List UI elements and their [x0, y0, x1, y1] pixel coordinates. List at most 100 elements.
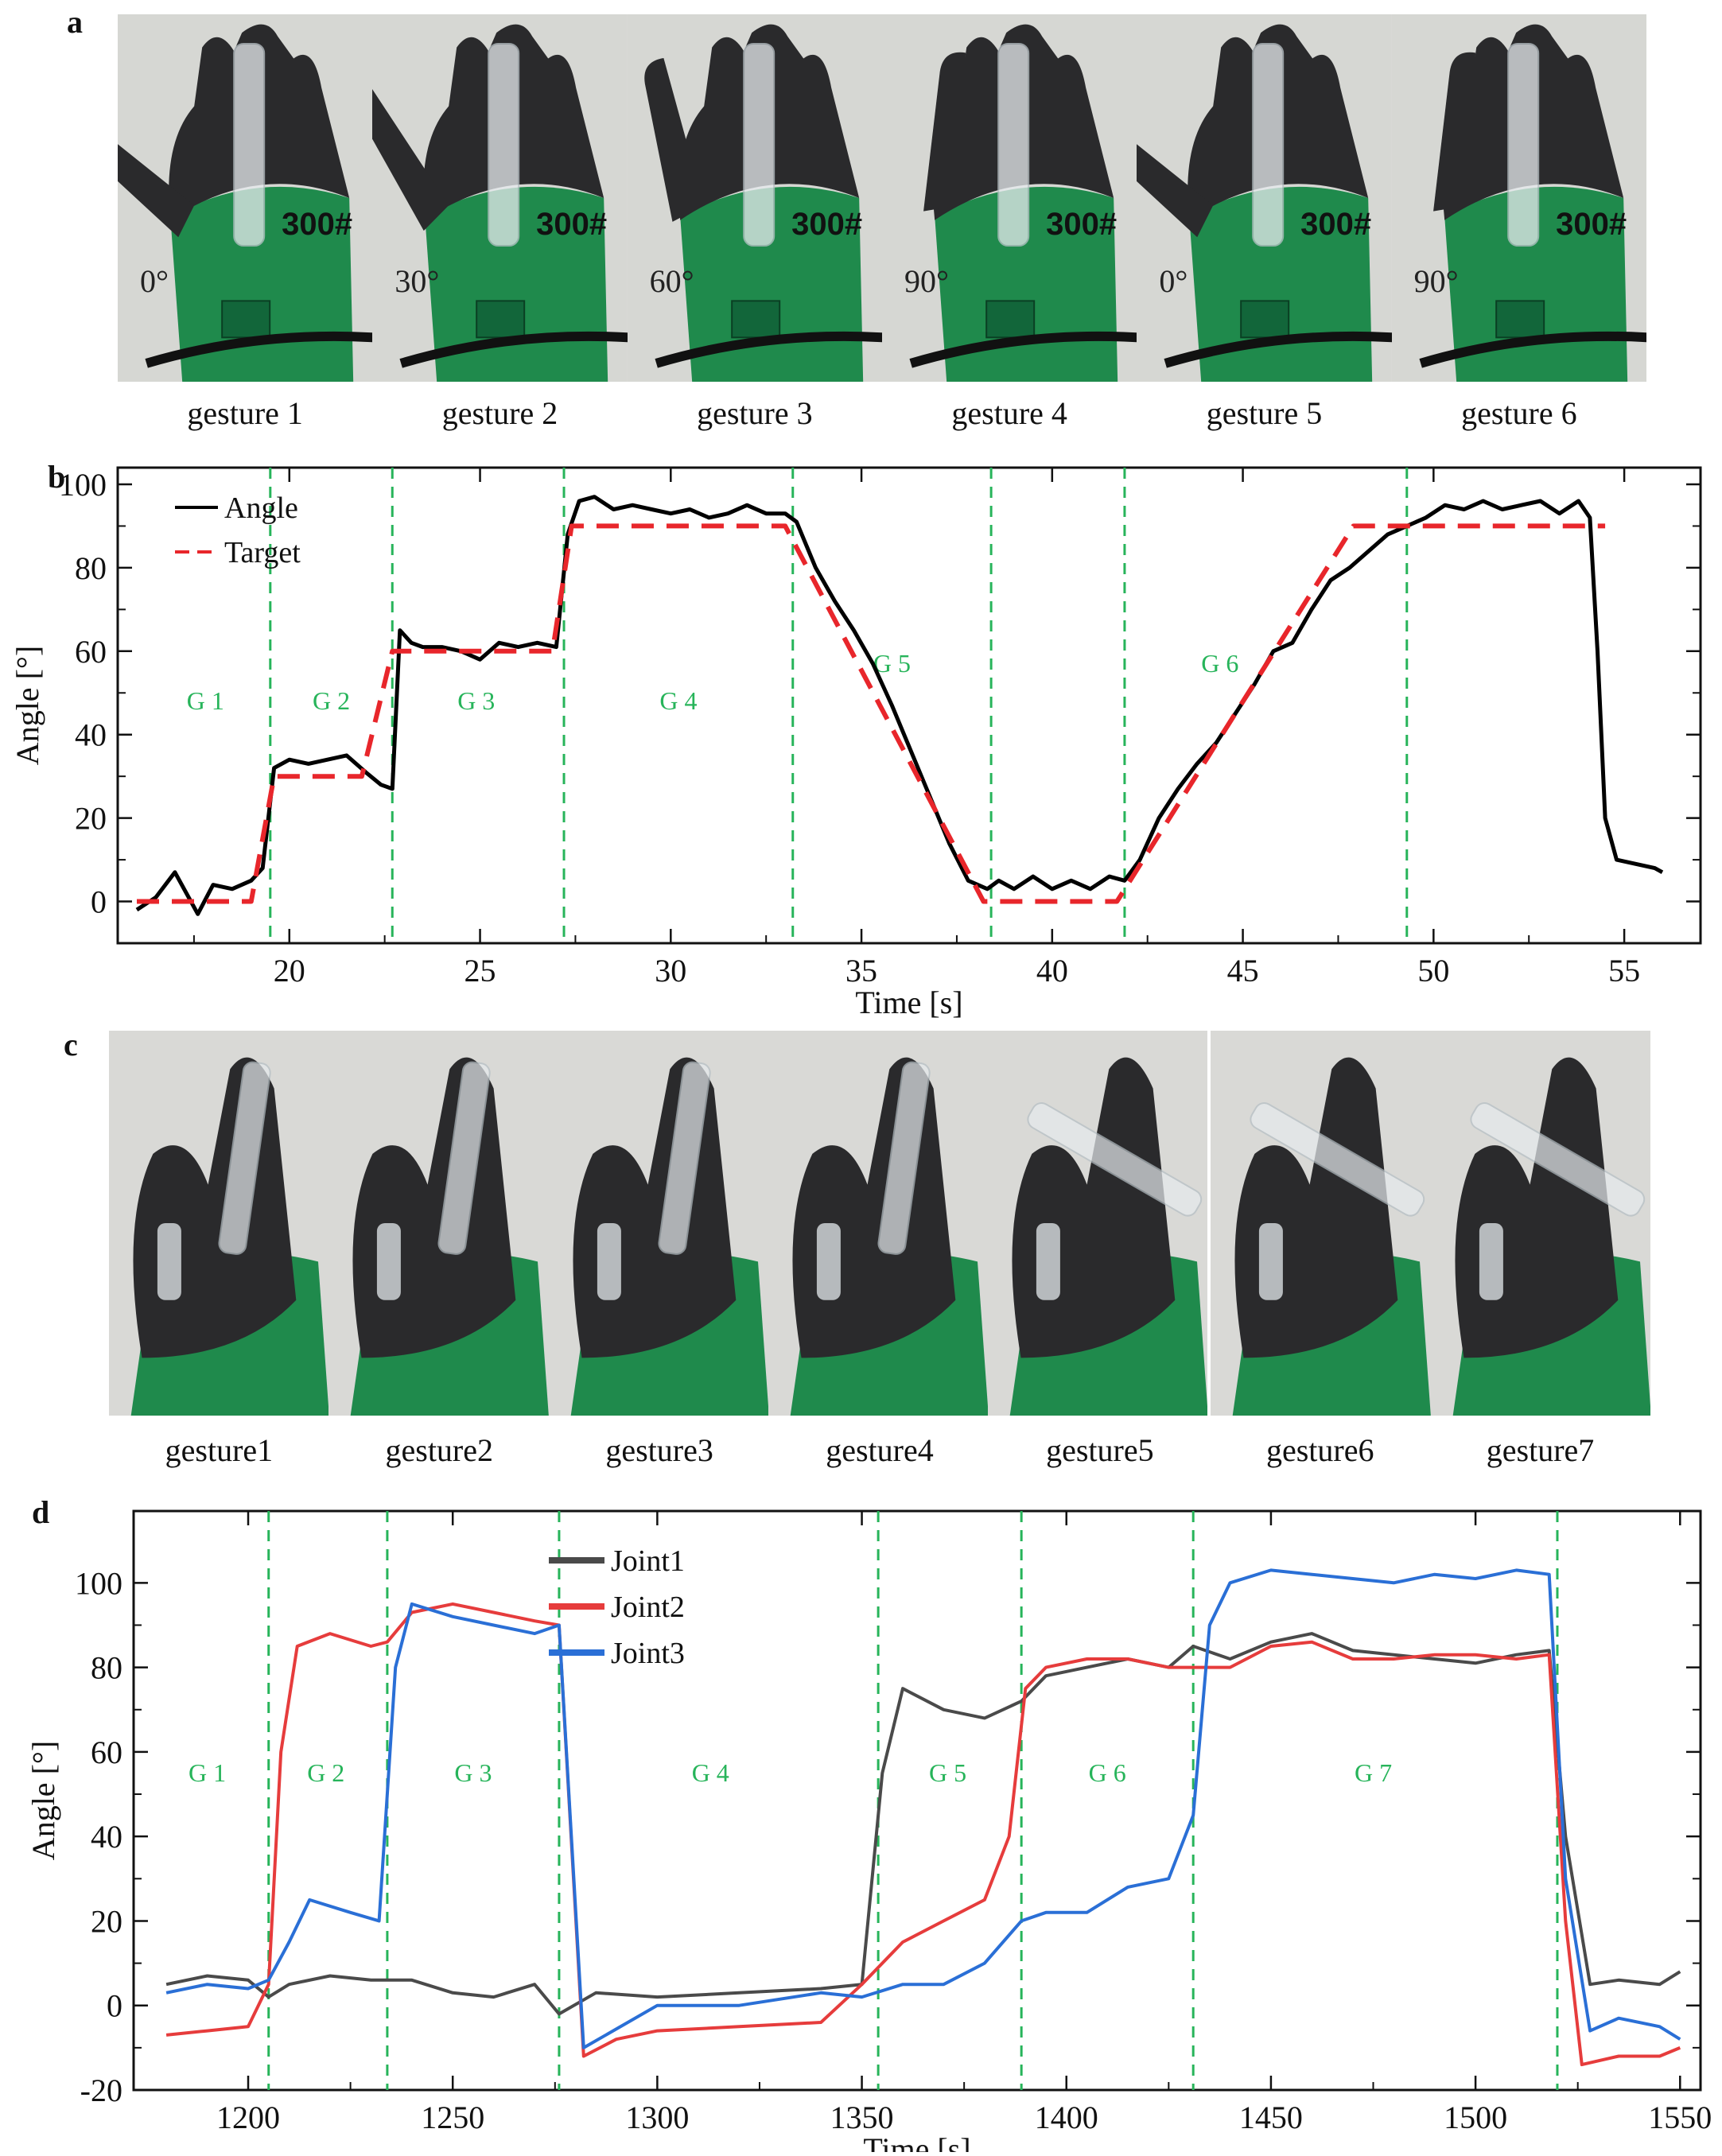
legend-label: Joint1 [611, 1544, 685, 1578]
gesture-caption: gesture 5 [1206, 395, 1323, 431]
series-line-target [137, 523, 1606, 904]
y-tick-label: 40 [75, 717, 107, 753]
series-line-angle [135, 495, 1664, 916]
region-label: G 1 [189, 1758, 226, 1787]
y-tick-label: 60 [91, 1735, 122, 1770]
gesture-caption: gesture5 [1046, 1432, 1154, 1468]
y-tick-label: 80 [91, 1650, 122, 1686]
gesture-photo-c [328, 1031, 549, 1416]
x-tick-label: 35 [845, 953, 877, 989]
region-label: G 3 [454, 1758, 492, 1787]
plot-frame [132, 1509, 1702, 2092]
gesture-photo-c [109, 1031, 329, 1416]
x-axis-label: Time [s] [855, 985, 962, 1020]
x-tick-label: 25 [465, 953, 496, 989]
region-label: G 4 [659, 686, 697, 715]
gesture-photo-c [988, 1031, 1208, 1416]
panel-c-letter: c [64, 1027, 78, 1062]
x-tick-label: 1300 [625, 2100, 689, 2135]
gesture-caption: gesture1 [165, 1432, 274, 1468]
region-label: G 4 [692, 1758, 729, 1787]
x-tick-label: 50 [1417, 953, 1449, 989]
legend-label: Joint3 [611, 1637, 685, 1670]
x-tick-label: 20 [274, 953, 305, 989]
gesture-caption: gesture 4 [951, 395, 1067, 431]
gesture-photo-c [548, 1031, 768, 1416]
x-tick-label: 55 [1608, 953, 1640, 989]
angle-label: 60° [649, 263, 694, 299]
plot-frame [116, 466, 1702, 945]
panel-b-chart: 0 20 40 60 80 100 20 25 30 35 40 45 50 55 Time [s] Angl… [0, 445, 1722, 1026]
y-axis-label: Angle [°] [25, 1741, 61, 1860]
gesture-caption: gesture 3 [697, 395, 813, 431]
panel-c-photo-strip [109, 1031, 1650, 1416]
gesture-caption: gesture 2 [441, 395, 558, 431]
svg-text:300#: 300# [1046, 207, 1117, 242]
svg-text:300#: 300# [1556, 207, 1627, 242]
gesture-photo-a: 300# [1137, 14, 1392, 382]
y-tick-label: 20 [91, 1903, 122, 1939]
region-label: G 6 [1201, 649, 1238, 678]
x-tick-label: 1450 [1239, 2100, 1303, 2135]
gesture-caption: gesture2 [385, 1432, 494, 1468]
gesture-photo-a: 300# [118, 14, 373, 382]
series-line-joint1 [165, 1632, 1681, 2016]
legend-label: Joint2 [611, 1591, 685, 1624]
y-tick-label: -20 [80, 2072, 122, 2108]
y-tick-label: 100 [75, 1565, 122, 1601]
gesture-photo-c [1430, 1031, 1650, 1416]
gesture-photo-a: 300# [627, 14, 882, 382]
y-tick-label: 100 [59, 467, 107, 503]
region-label: G 5 [929, 1758, 966, 1787]
x-tick-label: 1250 [421, 2100, 484, 2135]
y-tick-label: 80 [75, 550, 107, 586]
gesture-caption: gesture6 [1265, 1432, 1374, 1468]
x-tick-label: 45 [1227, 953, 1259, 989]
x-tick-label: 40 [1036, 953, 1068, 989]
panel-b-letter: b [48, 459, 66, 495]
gesture-caption: gesture7 [1486, 1432, 1595, 1468]
gesture-photo-a: 300# [372, 14, 628, 382]
region-label: G 2 [307, 1758, 344, 1787]
region-label: G 1 [187, 686, 224, 715]
angle-label: 0° [140, 263, 169, 299]
x-tick-label: 1550 [1648, 2100, 1712, 2135]
angle-label: 0° [1159, 263, 1188, 299]
angle-label: 90° [1413, 263, 1459, 299]
gesture-caption: gesture3 [605, 1432, 713, 1468]
panel-a-letter: a [67, 4, 83, 40]
y-tick-label: 0 [91, 884, 107, 920]
svg-text:300#: 300# [537, 207, 608, 242]
angle-label: 90° [904, 263, 949, 299]
gesture-photo-a: 300# [881, 14, 1137, 382]
panel-d-letter: d [32, 1494, 50, 1530]
panel-d-chart: -20 0 20 40 60 80 100 1200 1250 1300 1350 1400 1450 1… [0, 1487, 1722, 2156]
svg-text:300#: 300# [1300, 207, 1371, 242]
x-axis-label: Time [s] [863, 2131, 970, 2152]
y-tick-label: 60 [75, 634, 107, 670]
region-label: G 2 [313, 686, 350, 715]
x-tick-label: 1500 [1444, 2100, 1507, 2135]
series-line-joint2 [165, 1602, 1681, 2067]
x-tick-label: 1200 [216, 2100, 280, 2135]
x-tick-label: 1350 [830, 2100, 894, 2135]
series-line-joint3 [165, 1568, 1681, 2049]
y-tick-label: 40 [91, 1819, 122, 1855]
gesture-caption: gesture4 [826, 1432, 934, 1468]
gesture-caption: gesture 6 [1461, 395, 1577, 431]
gesture-photo-c [768, 1031, 989, 1416]
gesture-photo-a: 300# [1391, 14, 1646, 382]
gesture-photo-c [1207, 1031, 1431, 1416]
region-label: G 5 [873, 649, 911, 678]
y-axis-label: Angle [°] [10, 646, 45, 765]
y-tick-label: 0 [107, 1988, 122, 2024]
region-label: G 7 [1355, 1758, 1392, 1787]
svg-text:300#: 300# [791, 207, 862, 242]
legend-label: Angle [224, 491, 298, 525]
x-tick-label: 30 [655, 953, 686, 989]
x-tick-label: 1400 [1035, 2100, 1098, 2135]
region-label: G 3 [457, 686, 495, 715]
svg-text:300#: 300# [282, 207, 352, 242]
gesture-caption: gesture 1 [187, 395, 303, 431]
region-label: G 6 [1089, 1758, 1126, 1787]
